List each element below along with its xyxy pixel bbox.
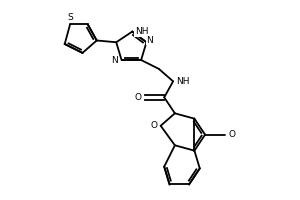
Text: N: N (111, 56, 118, 65)
Text: N: N (147, 36, 153, 45)
Text: NH: NH (176, 77, 189, 86)
Text: O: O (151, 121, 158, 130)
Text: O: O (228, 130, 235, 139)
Text: O: O (134, 93, 141, 102)
Text: NH: NH (135, 27, 148, 36)
Text: S: S (67, 13, 73, 22)
